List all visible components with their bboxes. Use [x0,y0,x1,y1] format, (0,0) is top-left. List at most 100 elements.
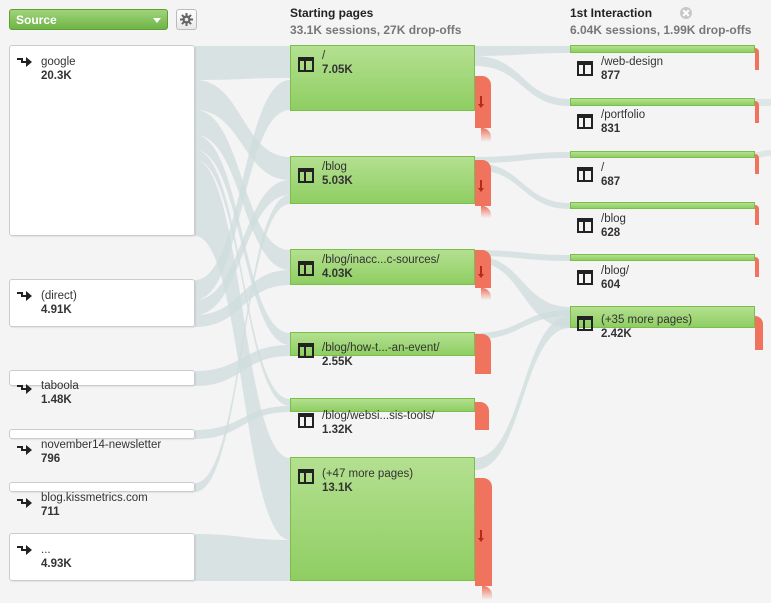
page-value: 7.05K [322,64,353,76]
page-label: /blog [601,213,626,225]
source-value: 1.48K [41,394,72,406]
source-node-taboola[interactable]: taboola 1.48K [9,370,195,406]
starting-page-node[interactable]: (+47 more pages) 13.1K [290,457,475,581]
dropoff-arrow-icon [478,530,484,542]
page-value: 628 [601,227,621,239]
starting-page-node[interactable]: /blog/how-t...-an-event/ 2.55K [290,332,475,368]
flow-ribbon [195,66,290,80]
flow-ribbon [195,180,290,315]
flow-ribbon [195,406,290,439]
interaction-bar [570,151,755,158]
page-label: /portfolio [601,109,646,121]
source-dimension-dropdown[interactable]: Source [9,9,168,30]
interaction-bar [570,254,755,261]
flow-ribbon [195,80,290,180]
dropoff-bar[interactable] [475,250,491,288]
source-node-newsletter[interactable]: november14-newsletter 796 [9,429,195,465]
flow-ribbon [755,150,771,158]
flow-ribbon [475,46,570,56]
entrance-arrow-icon [17,384,32,394]
source-label: (direct) [41,290,77,302]
page-value: 2.42K [601,328,632,340]
page-label: /blog [322,161,347,173]
interaction-page-node[interactable]: / 687 [570,151,755,188]
dropoff-bar[interactable] [475,76,491,128]
dropoff-fade [481,128,491,142]
page-icon [577,218,593,233]
flow-ribbon [195,150,290,406]
page-value: 4.03K [322,268,353,280]
flow-ribbon [475,316,570,470]
flow-ribbon [195,534,290,581]
interaction-bar [570,98,755,106]
dropoff-arrow-icon [478,96,484,108]
page-icon [298,261,314,276]
page-value: 687 [601,176,621,188]
page-icon [577,61,593,76]
dropoff-bar[interactable] [755,257,759,277]
dropoff-bar[interactable] [475,160,491,206]
page-icon [577,114,593,129]
source-label: google [41,56,76,68]
source-node-google[interactable]: google 20.3K [9,45,195,236]
starting-page-node[interactable]: / 7.05K [290,45,475,111]
page-value: 5.03K [322,175,353,187]
dropoff-bar[interactable] [755,205,759,225]
flow-ribbon [195,46,290,66]
page-label: /blog/how-t...-an-event/ [322,342,440,354]
dropoff-bar[interactable] [475,334,491,374]
interaction-page-node[interactable]: (+35 more pages) 2.42K [570,306,755,342]
interaction-bar [570,202,755,209]
interaction-page-node[interactable]: /blog/ 604 [570,254,755,291]
flow-ribbon [475,56,570,106]
page-label: /blog/inacc...c-sources/ [322,254,440,266]
source-label: blog.kissmetrics.com [41,492,148,504]
dropoff-bar[interactable] [475,402,489,430]
dropoff-bar[interactable] [755,154,759,174]
entrance-arrow-icon [17,498,32,508]
page-icon [298,413,314,428]
dropoff-bar[interactable] [755,48,759,70]
source-value: 4.93K [41,558,72,570]
page-value: 877 [601,70,621,82]
entrance-arrow-icon [17,545,32,555]
page-value: 831 [601,123,621,135]
interaction-bar [570,45,755,53]
settings-button[interactable] [176,9,197,30]
source-node-direct[interactable]: (direct) 4.91K [9,279,195,327]
dropoff-fade [481,206,491,218]
starting-page-node[interactable]: /blog 5.03K [290,156,475,204]
dropoff-bar[interactable] [755,101,759,123]
starting-page-node[interactable]: /blog/inacc...c-sources/ 4.03K [290,249,475,285]
source-label: ... [41,544,51,556]
source-node-other[interactable]: ... 4.93K [9,533,195,581]
interaction-page-node[interactable]: /portfolio 831 [570,98,755,135]
dropoff-fade [481,288,491,300]
page-label: /blog/ [601,265,630,277]
flow-ribbon [195,160,290,540]
page-icon [298,57,314,72]
first-interaction-title: 1st Interaction [570,6,653,20]
starting-pages-title: Starting pages [290,6,374,20]
dropoff-arrow-icon [478,266,484,278]
page-value: 2.55K [322,356,353,368]
dropoff-bar[interactable] [755,316,763,350]
interaction-page-node[interactable]: /blog 628 [570,202,755,239]
first-interaction-summary: 6.04K sessions, 1.99K drop-offs [570,23,752,37]
starting-page-node[interactable]: /blog/websi...sis-tools/ 1.32K [290,398,475,436]
flow-ribbon [195,270,290,327]
source-node-kissmetrics[interactable]: blog.kissmetrics.com 711 [9,482,195,518]
interaction-page-node[interactable]: /web-design 877 [570,45,755,82]
dropoff-arrow-icon [478,180,484,192]
source-label: november14-newsletter [41,439,162,451]
flow-ribbon [195,195,290,492]
dropoff-bar[interactable] [475,478,492,586]
page-icon [298,343,314,358]
page-label: / [322,50,326,62]
page-label: /web-design [601,56,664,68]
page-label: (+35 more pages) [601,314,693,326]
close-icon[interactable] [680,7,692,19]
source-label: taboola [41,380,79,392]
page-value: 1.32K [322,424,353,436]
